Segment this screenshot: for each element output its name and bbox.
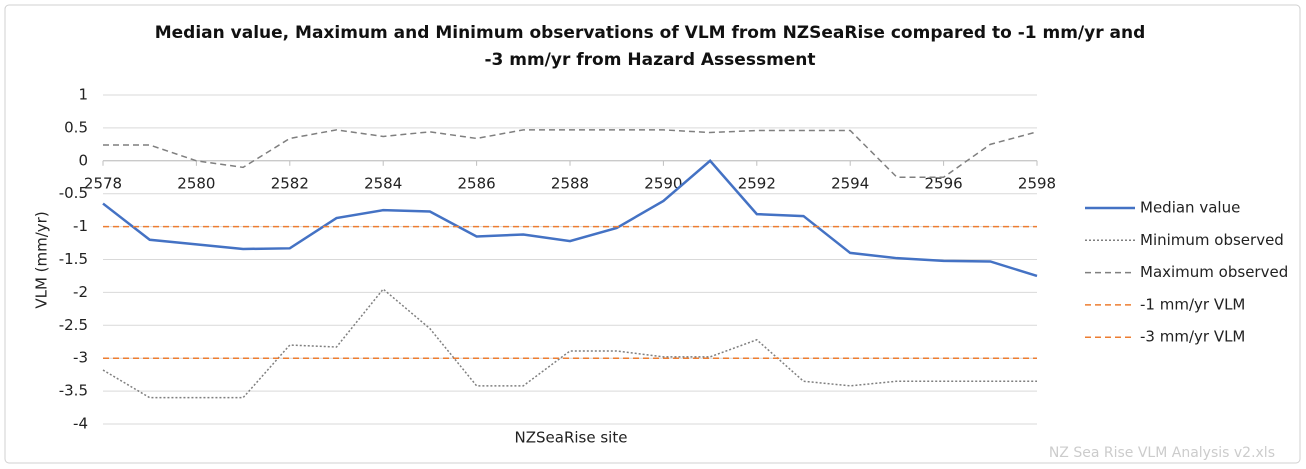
y-tick-label: -2.5 bbox=[59, 316, 88, 334]
x-tick-label: 2590 bbox=[644, 174, 682, 192]
y-tick-label: -3.5 bbox=[59, 382, 88, 400]
y-tick-label: -1.5 bbox=[59, 250, 88, 268]
y-tick-label: -3 bbox=[73, 349, 88, 367]
x-tick-label: 2584 bbox=[364, 174, 402, 192]
x-tick-label: 2580 bbox=[177, 174, 215, 192]
legend-label: Median value bbox=[1140, 199, 1240, 217]
x-tick-label: 2586 bbox=[458, 174, 496, 192]
y-tick-label: 1 bbox=[78, 86, 88, 104]
x-tick-label: 2594 bbox=[831, 174, 869, 192]
y-axis-label: VLM (mm/yr) bbox=[33, 211, 51, 308]
series-line bbox=[102, 159, 1038, 278]
x-axis-label: NZSeaRise site bbox=[515, 429, 628, 447]
legend-label: Maximum observed bbox=[1140, 263, 1288, 281]
y-tick-label: 0 bbox=[78, 151, 88, 169]
legend-label: -3 mm/yr VLM bbox=[1140, 328, 1245, 346]
x-tick-label: 2596 bbox=[925, 174, 963, 192]
chart-border bbox=[4, 4, 1301, 464]
legend-label: -1 mm/yr VLM bbox=[1140, 295, 1245, 313]
x-tick-label: 2592 bbox=[738, 174, 776, 192]
x-tick-label: 2598 bbox=[1018, 174, 1056, 192]
x-tick-label: 2582 bbox=[271, 174, 309, 192]
x-tick-label: 2578 bbox=[84, 174, 122, 192]
legend-label: Minimum observed bbox=[1140, 231, 1284, 249]
y-tick-label: -1 bbox=[73, 217, 88, 235]
y-tick-label: -0.5 bbox=[59, 184, 88, 202]
y-tick-label: 0.5 bbox=[64, 118, 88, 136]
y-tick-label: -2 bbox=[73, 283, 88, 301]
y-tick-label: -4 bbox=[73, 415, 88, 433]
chart-title: Median value, Maximum and Minimum observ… bbox=[154, 23, 1146, 70]
watermark: NZ Sea Rise VLM Analysis v2.xls bbox=[1049, 445, 1275, 461]
series-line bbox=[103, 129, 1038, 178]
x-tick-label: 2588 bbox=[551, 174, 589, 192]
